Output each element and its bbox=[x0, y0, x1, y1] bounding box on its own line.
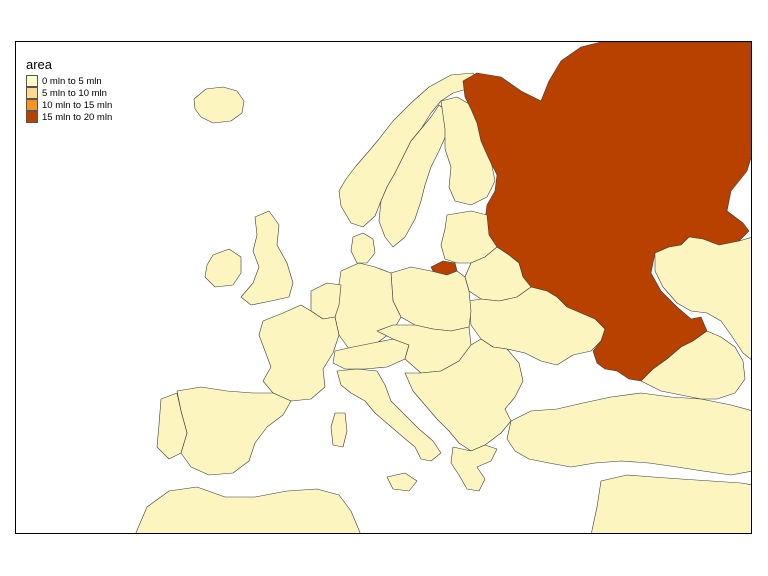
legend-item: 10 mln to 15 mln bbox=[26, 99, 112, 111]
legend-label: 5 mln to 10 mln bbox=[42, 87, 107, 99]
region-kazakhstan bbox=[654, 236, 751, 360]
europe-choropleth-map bbox=[135, 42, 751, 533]
region-north-africa bbox=[135, 486, 361, 533]
region-france bbox=[258, 304, 340, 402]
region-iceland bbox=[193, 86, 245, 124]
map-legend: area 0 mln to 5 mln 5 mln to 10 mln 10 m… bbox=[26, 57, 112, 123]
region-spain bbox=[176, 386, 292, 476]
region-middle-east bbox=[591, 474, 751, 533]
region-uk bbox=[240, 210, 294, 306]
legend-swatch bbox=[26, 99, 38, 111]
legend-label: 10 mln to 15 mln bbox=[42, 99, 113, 111]
region-balkans bbox=[404, 338, 524, 452]
region-poland bbox=[390, 266, 472, 332]
region-portugal bbox=[156, 392, 188, 460]
legend-item: 0 mln to 5 mln bbox=[26, 75, 112, 87]
region-sardinia bbox=[330, 412, 348, 448]
map-frame bbox=[15, 41, 752, 534]
legend-swatch bbox=[26, 75, 38, 87]
legend-swatch bbox=[26, 87, 38, 99]
region-caucasus bbox=[640, 330, 746, 400]
region-sicily bbox=[386, 472, 418, 492]
region-denmark bbox=[350, 232, 376, 264]
legend-item: 5 mln to 10 mln bbox=[26, 87, 112, 99]
region-alpine bbox=[332, 338, 410, 370]
legend-title: area bbox=[26, 57, 53, 72]
region-greece bbox=[450, 444, 498, 492]
legend-label: 0 mln to 5 mln bbox=[42, 75, 102, 87]
region-italy bbox=[336, 368, 442, 462]
region-ireland bbox=[204, 248, 242, 288]
legend-item: 15 mln to 20 mln bbox=[26, 111, 112, 123]
region-sweden bbox=[378, 104, 450, 248]
legend-swatch bbox=[26, 111, 38, 123]
region-turkey bbox=[506, 392, 751, 476]
legend-label: 15 mln to 20 mln bbox=[42, 111, 113, 123]
